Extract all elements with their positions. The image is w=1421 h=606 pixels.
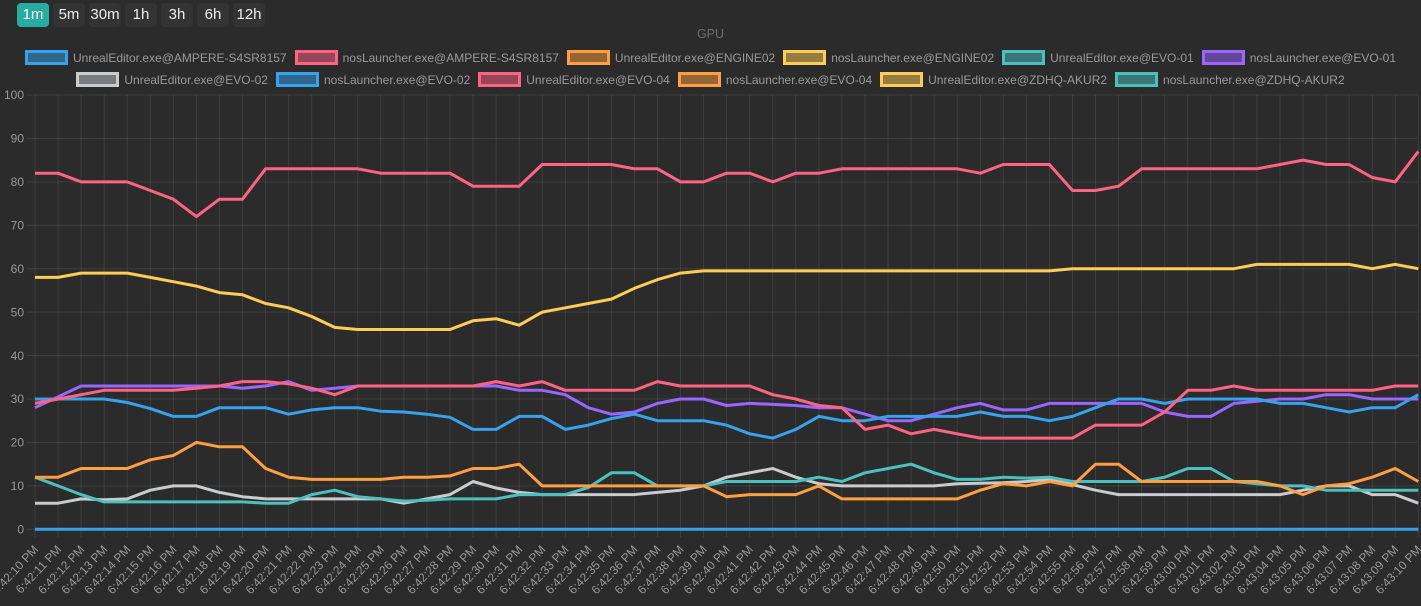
- svg-text:100: 100: [4, 88, 24, 102]
- svg-text:10: 10: [11, 479, 25, 493]
- svg-text:60: 60: [11, 262, 25, 276]
- svg-text:90: 90: [11, 132, 25, 146]
- svg-text:0: 0: [17, 523, 24, 537]
- svg-text:50: 50: [11, 305, 25, 319]
- svg-text:80: 80: [11, 175, 25, 189]
- svg-text:30: 30: [11, 392, 25, 406]
- svg-text:40: 40: [11, 349, 25, 363]
- svg-text:20: 20: [11, 436, 25, 450]
- svg-text:70: 70: [11, 219, 25, 233]
